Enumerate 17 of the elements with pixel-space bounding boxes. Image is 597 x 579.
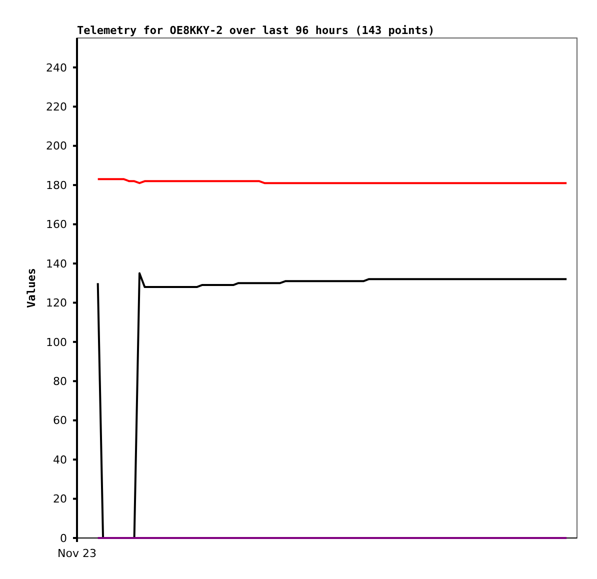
y-tick-label: 80 xyxy=(53,374,67,388)
y-tick-label: 120 xyxy=(46,296,67,310)
y-tick-label: 60 xyxy=(53,414,67,428)
y-tick-label: 180 xyxy=(46,178,67,192)
y-axis-title: Values xyxy=(25,268,38,308)
y-tick-label: 160 xyxy=(46,218,67,232)
y-tick-label: 200 xyxy=(46,140,67,153)
chart-title: Telemetry for OE8KKY-2 over last 96 hours (143 points) xyxy=(77,24,435,37)
y-tick-label: 220 xyxy=(46,100,67,114)
y-tick-label: 20 xyxy=(53,492,67,506)
y-tick-label: 140 xyxy=(46,257,67,270)
x-tick-label: Nov 23 xyxy=(58,547,96,560)
y-tick-label: 0 xyxy=(60,532,67,545)
y-tick-label: 100 xyxy=(46,336,67,349)
y-tick-label: 40 xyxy=(53,453,67,466)
y-tick-label: 240 xyxy=(46,61,67,74)
line-series xyxy=(96,272,568,539)
